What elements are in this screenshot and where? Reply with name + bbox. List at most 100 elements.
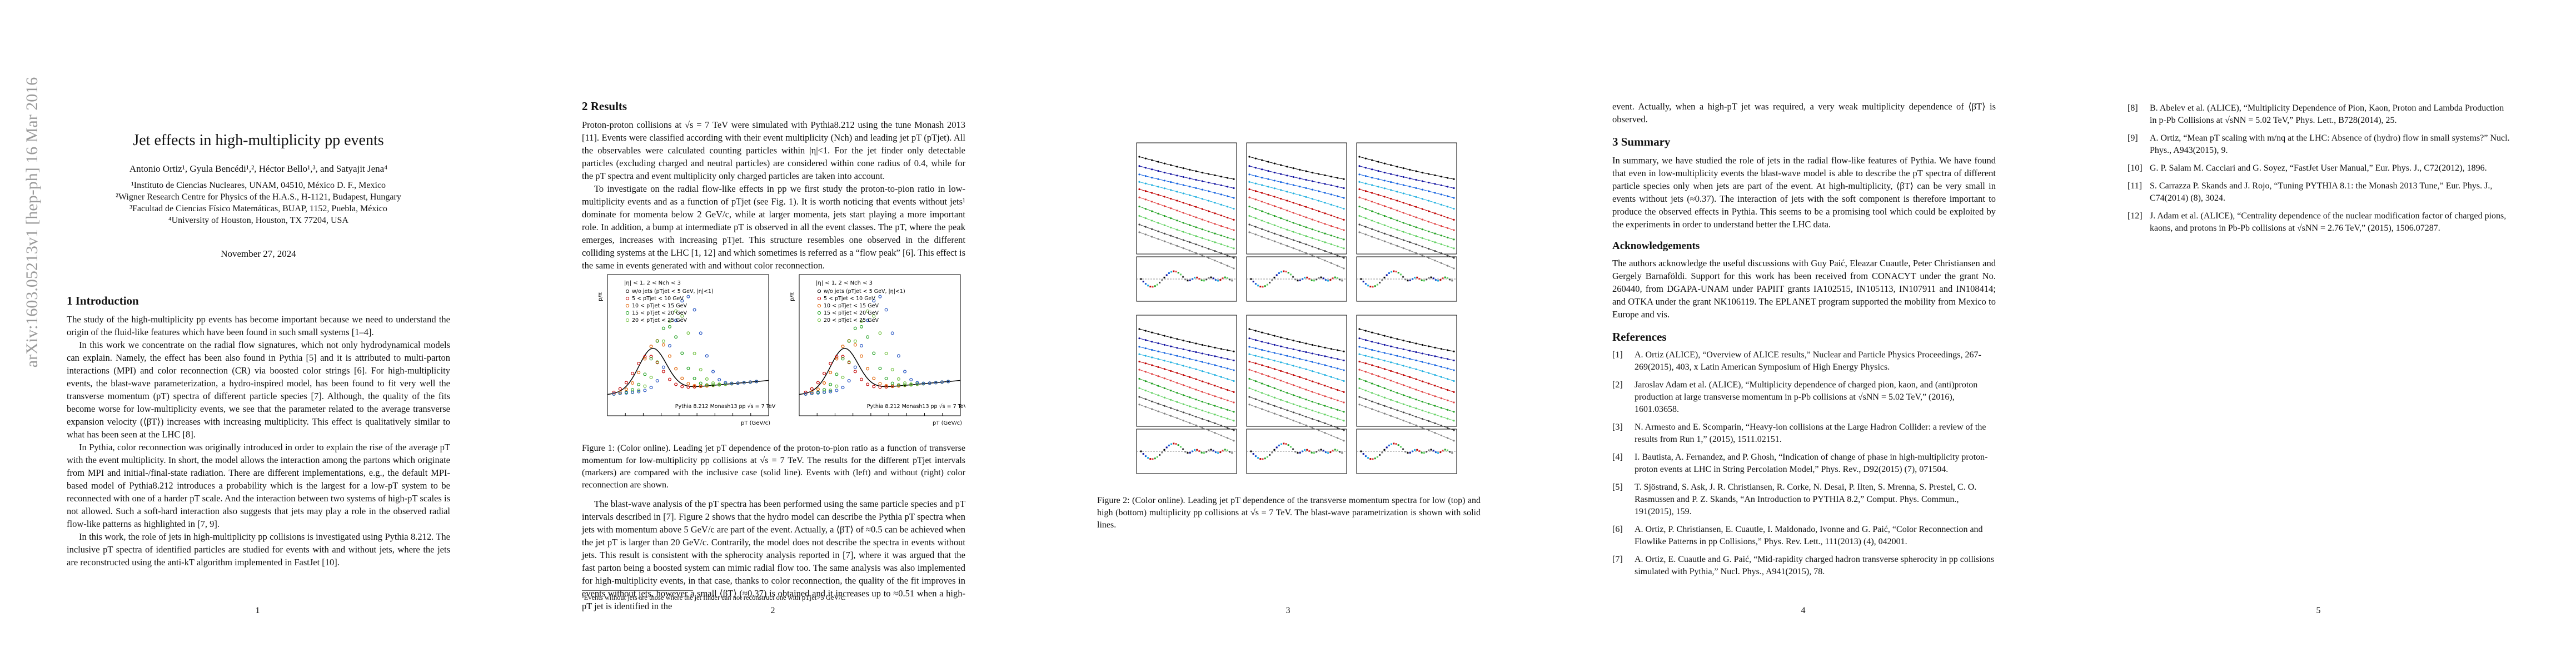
reference: [1] A. Ortiz (ALICE), “Overview of ALICE … bbox=[1612, 349, 1996, 374]
curve bbox=[607, 347, 769, 395]
legend-label: 5 < pTjet < 10 GeV bbox=[824, 296, 875, 302]
ratio-marker bbox=[1439, 451, 1442, 454]
marker bbox=[884, 308, 888, 312]
legend-marker bbox=[625, 289, 630, 293]
front-matter: Jet effects in high-multiplicity pp even… bbox=[67, 131, 450, 260]
fit-line bbox=[1139, 404, 1234, 441]
page-number: 5 bbox=[2316, 606, 2321, 615]
ratio-marker bbox=[1170, 443, 1173, 445]
ratio-marker bbox=[1379, 281, 1381, 283]
marker bbox=[1343, 187, 1345, 190]
ratio-marker bbox=[1149, 458, 1152, 460]
ratio-marker bbox=[1414, 276, 1416, 278]
ratio-marker bbox=[1360, 450, 1362, 452]
marker bbox=[878, 295, 882, 298]
marker bbox=[847, 339, 851, 343]
ratio-marker bbox=[1299, 280, 1301, 282]
ratio-marker bbox=[1224, 276, 1226, 278]
ratio-marker bbox=[1306, 276, 1308, 278]
ratio-marker bbox=[1395, 271, 1397, 273]
page-number: 2 bbox=[770, 606, 775, 615]
section-heading: 2 Results bbox=[582, 99, 627, 113]
ratio-marker bbox=[1409, 280, 1411, 282]
affiliation: ¹Instituto de Ciencias Nucleares, UNAM, … bbox=[131, 181, 386, 190]
ratio-marker bbox=[1369, 286, 1372, 288]
ratio-marker bbox=[1168, 272, 1170, 274]
ratio-marker bbox=[1411, 450, 1413, 452]
ratio-marker bbox=[1426, 451, 1428, 453]
ratio-marker bbox=[1231, 280, 1233, 282]
ratio-marker bbox=[1407, 452, 1409, 454]
marker bbox=[1233, 420, 1235, 422]
reference-number: [1] bbox=[1612, 350, 1623, 360]
ratio-marker bbox=[1252, 281, 1254, 283]
paragraph: The study of the high-multiplicity pp ev… bbox=[67, 314, 450, 337]
marker bbox=[1343, 420, 1345, 422]
marker bbox=[928, 381, 931, 385]
fit-line bbox=[1139, 396, 1234, 431]
ratio-marker bbox=[1179, 446, 1182, 448]
fit-line bbox=[1249, 174, 1344, 198]
marker bbox=[1343, 401, 1345, 404]
ratio-marker bbox=[1273, 276, 1275, 278]
legend-label: 20 < pTjet < 25 GeV bbox=[824, 317, 879, 323]
ratio-marker bbox=[1386, 274, 1388, 276]
marker bbox=[810, 387, 814, 391]
ratio-marker bbox=[1428, 277, 1430, 279]
marker bbox=[618, 387, 622, 391]
ratio-marker bbox=[1329, 451, 1332, 454]
ratio-marker bbox=[1210, 449, 1212, 451]
ratio-marker bbox=[1416, 449, 1418, 451]
ratio-marker bbox=[1336, 449, 1338, 451]
marker bbox=[637, 382, 641, 386]
ratio-marker bbox=[1273, 449, 1275, 451]
marker bbox=[835, 372, 839, 376]
marker bbox=[810, 391, 814, 395]
ratio-marker bbox=[1446, 449, 1448, 451]
marker bbox=[890, 381, 894, 385]
ratio-marker bbox=[1173, 270, 1175, 272]
figure-caption: Figure 2: (Color online). Leading jet pT… bbox=[1097, 496, 1481, 530]
marker bbox=[742, 381, 746, 385]
marker bbox=[1233, 401, 1235, 404]
marker bbox=[835, 357, 839, 361]
ratio-marker bbox=[1182, 448, 1184, 450]
legend-label: 10 < pTjet < 15 GeV bbox=[824, 303, 879, 309]
marker bbox=[637, 371, 641, 375]
fit-line bbox=[1139, 369, 1234, 403]
marker bbox=[680, 299, 684, 303]
ratio-marker bbox=[1376, 456, 1378, 458]
ratio-marker bbox=[1334, 449, 1336, 451]
ratio-marker bbox=[1379, 454, 1381, 456]
fit-line bbox=[1359, 156, 1454, 180]
marker bbox=[872, 299, 876, 303]
marker bbox=[829, 390, 833, 394]
marker bbox=[841, 386, 845, 390]
legend-marker bbox=[625, 303, 630, 308]
ratio-marker bbox=[1426, 278, 1428, 281]
marker bbox=[1453, 207, 1455, 210]
marker bbox=[878, 385, 882, 389]
marker bbox=[1343, 207, 1345, 210]
ratio-marker bbox=[1198, 450, 1200, 452]
ratio-marker bbox=[1287, 444, 1289, 446]
marker bbox=[718, 378, 721, 382]
ratio-marker bbox=[1306, 449, 1308, 451]
ratio-marker bbox=[1297, 452, 1299, 454]
marker bbox=[705, 377, 709, 381]
reference-number: [3] bbox=[1612, 422, 1623, 432]
reference-number: [12] bbox=[2127, 211, 2142, 221]
ratio-marker bbox=[1170, 271, 1173, 273]
reference: [4] I. Bautista, A. Fernandez, and P. Gho… bbox=[1612, 451, 1996, 476]
ratio-marker bbox=[1149, 286, 1152, 288]
plot-frame bbox=[799, 274, 961, 416]
marker bbox=[841, 376, 845, 380]
legend-marker bbox=[817, 289, 821, 293]
ratio-marker bbox=[1252, 453, 1254, 455]
ratio-marker bbox=[1142, 281, 1144, 283]
reference-list: [1] A. Ortiz (ALICE), “Overview of ALICE … bbox=[1612, 349, 1996, 578]
marker bbox=[940, 380, 944, 384]
marker bbox=[1248, 181, 1250, 183]
ratio-marker bbox=[1217, 452, 1219, 454]
ratio-marker bbox=[1294, 451, 1297, 453]
